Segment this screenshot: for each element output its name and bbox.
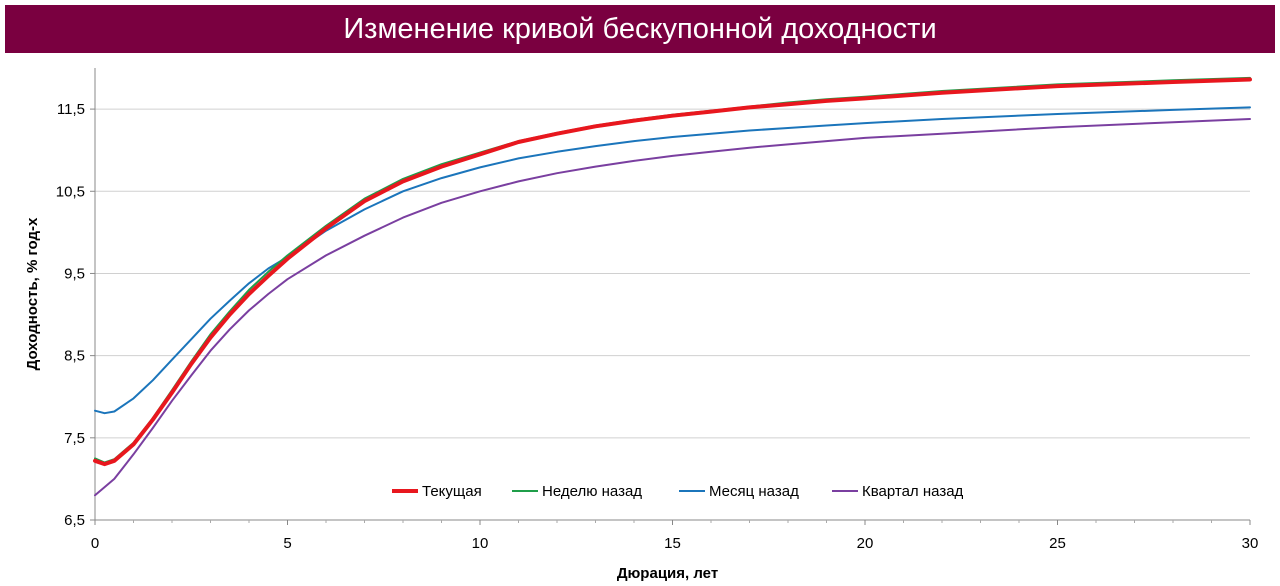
- x-tick-label: 15: [664, 535, 681, 552]
- chart-title: Изменение кривой бескупонной доходности: [5, 5, 1275, 53]
- x-tick-label: 25: [1049, 535, 1066, 552]
- y-tick-label: 7,5: [64, 430, 85, 447]
- series-lines: [93, 76, 1252, 497]
- y-tick-label: 8,5: [64, 348, 85, 365]
- series-line-3: [94, 106, 1251, 415]
- legend-label: Месяц назад: [709, 483, 799, 500]
- legend-label: Неделю назад: [542, 483, 642, 500]
- y-tick-label: 6,5: [64, 512, 85, 529]
- x-axis-title: Дюрация, лет: [617, 565, 718, 582]
- legend-label: Текущая: [422, 483, 482, 500]
- axes: 6,5 7,5 8,5 9,5 10,5 11,5 0 5 10 15 20 25 30: [56, 68, 1259, 552]
- y-tick-label: 9,5: [64, 265, 85, 282]
- x-tick-label: 30: [1242, 535, 1259, 552]
- y-axis-title: Доходность, % год-х: [24, 217, 41, 370]
- x-tick-label: 20: [857, 535, 874, 552]
- x-tick-label: 0: [91, 535, 99, 552]
- y-tick-label: 11,5: [57, 101, 85, 118]
- grid-lines: [95, 108, 1250, 439]
- x-tick-label: 10: [472, 535, 489, 552]
- series-line-4: [94, 118, 1251, 497]
- y-tick-label: 10,5: [56, 183, 85, 200]
- series-line-2: [94, 76, 1251, 464]
- x-tick-label: 5: [283, 535, 291, 552]
- legend-label: Квартал назад: [862, 483, 964, 500]
- legend: Текущая Неделю назад Месяц назад Квартал на…: [392, 483, 964, 500]
- series-line-1: [93, 77, 1252, 467]
